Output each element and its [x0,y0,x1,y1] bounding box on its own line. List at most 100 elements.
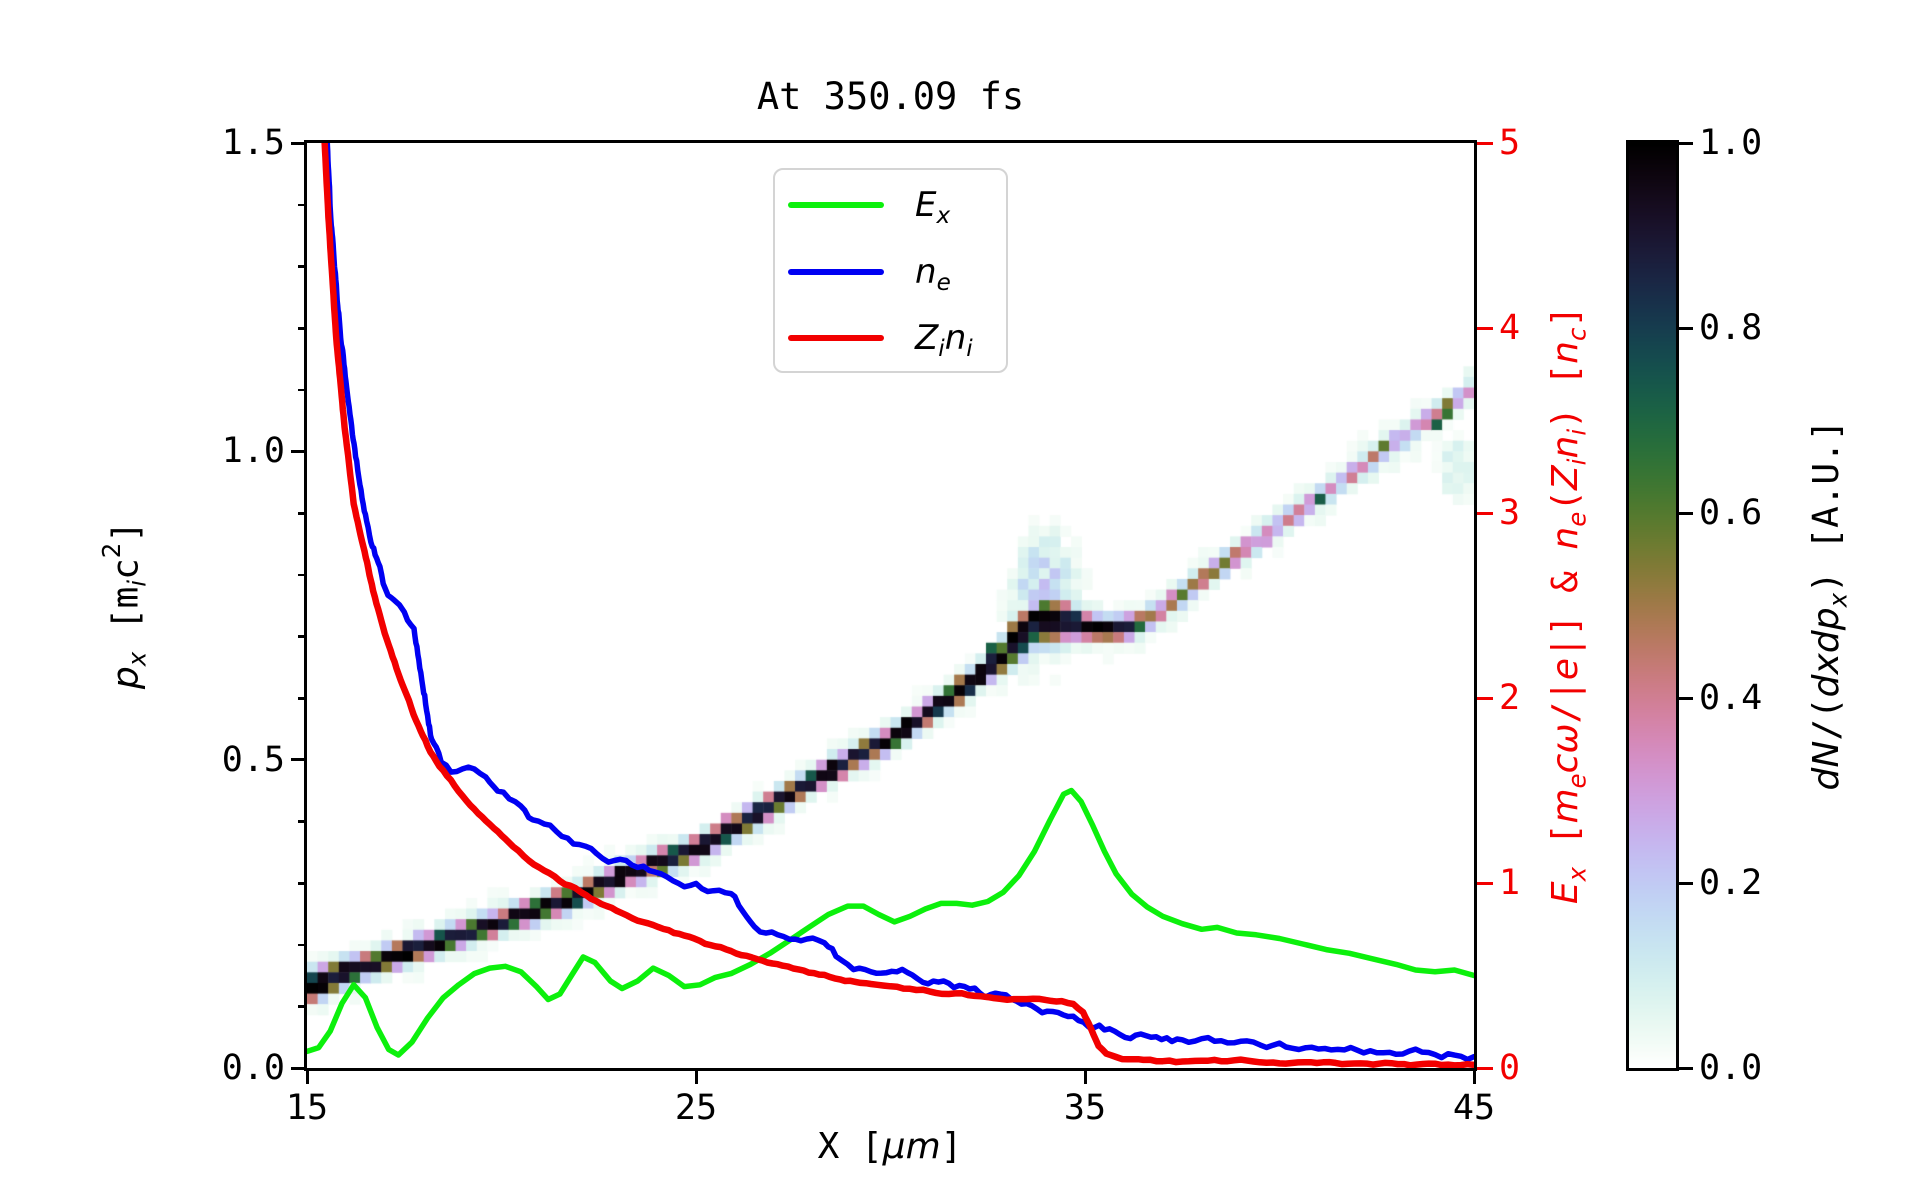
x-axis-tick-mark [305,1068,309,1084]
y-right-tick-mark [1477,326,1493,330]
y-left-minor-tick-mark [298,573,307,577]
y-left-minor-tick-mark [298,327,307,330]
label-fragment: d [1806,674,1847,698]
label-fragment: m [105,586,147,609]
y-right-tick-mark [1477,881,1493,885]
label-fragment: |] & [1545,549,1586,658]
y-right-axis-label: Ex [mecω/|e|] & ne(Zini) [nc] [1543,255,1592,955]
colorbar-tick-label: 0.8 [1699,308,1763,348]
legend-entry-zini: Zini [775,318,1006,362]
y-left-tick-label: 0.0 [221,1048,285,1088]
x-tick-label: 35 [1063,1088,1107,1128]
y-left-minor-tick-mark [298,265,307,268]
label-fragment: c [1545,753,1586,774]
colorbar-gradient [1629,143,1676,1068]
label-fragment: x [122,651,152,667]
colorbar-tick-label: 1.0 [1699,123,1763,163]
label-fragment: e [936,269,951,296]
legend-entry-ne: ne [775,251,1006,296]
label-fragment: n [1545,435,1586,459]
y-left-tick-mark [291,141,307,145]
y-left-minor-tick-mark [298,203,307,207]
colorbar-tick-mark [1679,1066,1693,1070]
x-tick-label: 45 [1452,1088,1496,1128]
label-fragment: e [1562,773,1592,789]
colorbar-tick-mark [1679,696,1693,700]
colorbar-tick-label: 0.6 [1699,493,1763,533]
colorbar-label: dN/(dxdpx) [A.U.] [1804,255,1853,955]
label-fragment: ] [105,520,147,543]
label-fragment: n [944,318,967,358]
x-axis-label: X [μm] [640,1124,1140,1170]
y-right-tick-label: 3 [1499,493,1521,533]
colorbar-tick-mark [1679,881,1693,885]
colorbar-tick-label: 0.4 [1699,678,1763,718]
label-fragment: Z [1545,465,1586,490]
legend-label-zini: Zini [915,318,973,362]
legend-entry-ex: Ex [775,185,1006,229]
colorbar-tick-mark [1679,511,1693,515]
label-fragment: x [1823,592,1853,608]
label-fragment: μm [882,1126,941,1167]
x-axis-tick-mark [694,1068,698,1084]
y-right-tick-label: 1 [1499,863,1521,903]
colorbar-tick-label: 0.2 [1699,863,1763,903]
y-right-tick-mark [1477,1066,1493,1070]
label-fragment: E [915,185,937,225]
colorbar [1626,140,1679,1071]
label-fragment: d [1806,767,1847,791]
line-curves-layer [307,143,1474,1068]
colorbar-tick-mark [1679,326,1693,330]
label-fragment: x [936,203,951,230]
y-right-tick-label: 2 [1499,678,1521,718]
label-fragment: x [1806,653,1847,675]
label-fragment: N [1806,740,1847,768]
y-left-minor-tick-mark [298,388,307,392]
ne-curve [324,143,1474,1063]
label-fragment: ] [940,1126,963,1167]
y-right-tick-mark [1477,141,1493,145]
x-tick-label: 25 [674,1088,718,1128]
y-left-minor-tick-mark [298,943,307,947]
y-left-minor-tick-mark [298,697,307,700]
y-left-tick-mark [291,449,307,453]
label-fragment: i [1562,458,1592,466]
y-right-tick-label: 0 [1499,1048,1521,1088]
label-fragment: ) [A.U.] [1806,419,1847,593]
legend-line-ex [788,202,884,208]
zini-curve [321,143,1474,1068]
y-left-tick-mark [291,758,307,762]
x-axis-tick-mark [1083,1068,1087,1084]
label-fragment: d [1806,630,1847,654]
label-fragment: p [105,666,147,690]
y-right-tick-label: 4 [1499,308,1521,348]
y-left-axis-label: px [mic2] [89,255,152,955]
label-fragment: i [122,579,152,587]
y-right-tick-label: 5 [1499,123,1521,163]
label-fragment: /( [1806,697,1847,741]
y-left-tick-label: 1.0 [221,431,285,472]
y-left-tick-label: 1.5 [221,123,285,163]
legend-label-ex: Ex [915,185,950,229]
y-left-tick-mark [291,1066,307,1070]
y-left-tick-label: 0.5 [221,739,285,780]
y-right-tick-mark [1477,511,1493,515]
y-left-minor-tick-mark [298,820,307,823]
x-tick-label: 15 [285,1088,329,1128]
y-left-minor-tick-mark [298,1005,307,1008]
label-fragment: n [915,251,937,292]
label-fragment: Z [915,318,939,358]
y-left-minor-tick-mark [298,635,307,638]
label-fragment: i [1562,428,1592,436]
legend-line-zini [788,335,884,341]
y-right-tick-mark [1477,696,1493,700]
label-fragment: X [ [817,1126,883,1167]
y-left-minor-tick-mark [298,882,307,885]
label-fragment: 2 [97,542,126,559]
ex-curve [307,787,1474,1058]
colorbar-tick-label: 0.0 [1699,1048,1763,1088]
label-fragment: m [1545,788,1586,824]
colorbar-tick-mark [1679,141,1693,145]
label-fragment: i [938,336,945,363]
